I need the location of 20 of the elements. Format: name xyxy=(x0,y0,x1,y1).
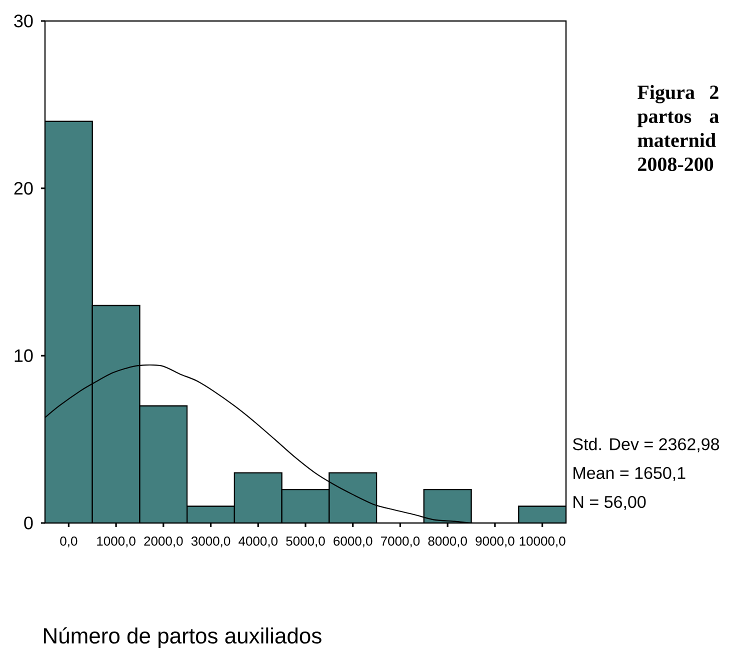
x-tick-label: 8000,0 xyxy=(428,536,467,548)
x-tick-label: 7000,0 xyxy=(381,536,420,548)
text: N = 56,00 xyxy=(574,496,646,510)
y-tick-label: 30 xyxy=(14,14,33,28)
text: Figura 2 partos a maternid 2008-200 xyxy=(637,84,719,172)
x-tick-label: 9000,0 xyxy=(476,536,514,548)
y-tick-label: 10 xyxy=(14,349,33,362)
x-tick-label: 6000,0 xyxy=(334,536,372,548)
x-tick-label: 2000,0 xyxy=(144,536,183,548)
x-tick-label: 5000,0 xyxy=(286,536,325,548)
text: Mean = 1650,1 xyxy=(574,466,686,482)
x-tick-label: 10000,0 xyxy=(520,536,566,548)
x-tick-label: 1000,0 xyxy=(97,536,136,548)
y-tick-label: 20 xyxy=(14,182,33,195)
text: Std. Dev = 2362,98 xyxy=(572,438,720,452)
x-tick-label: 0,0 xyxy=(60,536,78,548)
y-tick-label: 0 xyxy=(24,516,33,530)
x-tick-label: 4000,0 xyxy=(238,536,278,548)
x-axis-title: Número de partos auxiliados xyxy=(44,627,322,648)
x-tick-label: 3000,0 xyxy=(191,536,230,548)
